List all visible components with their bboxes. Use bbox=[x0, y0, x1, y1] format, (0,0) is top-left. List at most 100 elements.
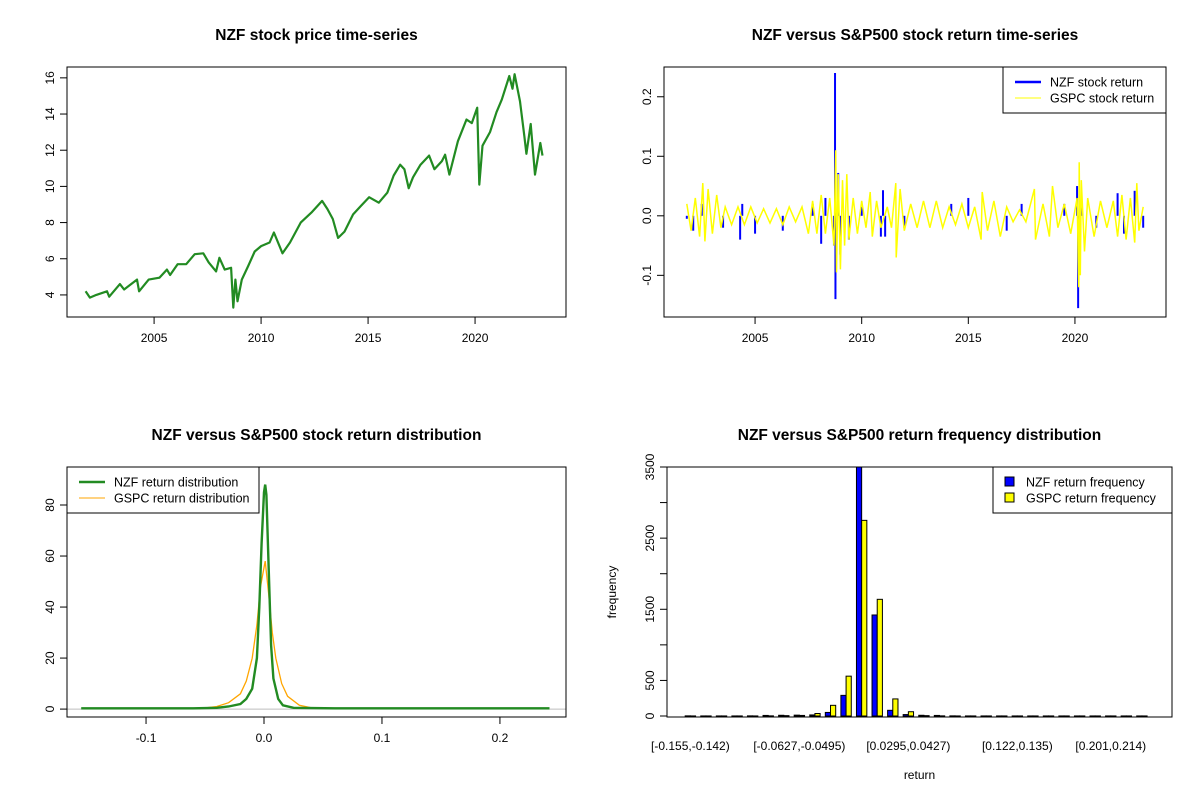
gspc-frequency-bar bbox=[1141, 715, 1148, 717]
y-tick-label: 14 bbox=[43, 107, 57, 121]
nzf-frequency-bar bbox=[793, 714, 800, 717]
gspc-frequency-bar bbox=[1016, 715, 1024, 717]
nzf-frequency-bar bbox=[778, 714, 785, 717]
x-category-label: [-0.0627,-0.0495) bbox=[753, 739, 845, 753]
legend-label: NZF stock return bbox=[1050, 76, 1143, 90]
y-tick-label: 40 bbox=[43, 600, 57, 614]
chart-title: NZF versus S&P500 stock return distribut… bbox=[152, 427, 482, 444]
gspc-frequency-bar bbox=[954, 715, 961, 717]
nzf-frequency-bar bbox=[918, 714, 925, 717]
legend-box bbox=[992, 466, 1173, 514]
nzf-frequency-bar bbox=[684, 715, 691, 717]
nzf-frequency-bar bbox=[715, 715, 723, 717]
legend-label: GSPC return distribution bbox=[114, 492, 250, 506]
gspc-legend-swatch bbox=[1004, 492, 1015, 503]
y-tick-label: 3500 bbox=[643, 453, 657, 480]
nzf-frequency-bar bbox=[933, 714, 940, 717]
nzf-frequency-bar bbox=[1042, 715, 1049, 717]
legend: NZF return distribution GSPC return distr… bbox=[66, 466, 260, 514]
gspc-frequency-bar bbox=[1125, 715, 1133, 717]
y-tick-label: 20 bbox=[43, 651, 57, 665]
nzf-frequency-bar bbox=[902, 714, 909, 717]
panel-2: NZF versus S&P500 stock return time-seri… bbox=[640, 27, 1167, 345]
gspc-frequency-bar bbox=[752, 715, 759, 717]
gspc-frequency-bar bbox=[721, 715, 728, 717]
nzf-frequency-bar bbox=[1105, 715, 1112, 717]
nzf-frequency-bar bbox=[996, 715, 1003, 717]
gspc-frequency-bar bbox=[736, 715, 743, 717]
gspc-frequency-bar bbox=[970, 715, 977, 717]
nzf-frequency-bar bbox=[1058, 715, 1065, 717]
x-tick-label: 0.1 bbox=[374, 731, 391, 745]
nzf-frequency-bar bbox=[980, 715, 987, 717]
y-tick-label: 0.2 bbox=[640, 88, 654, 105]
gspc-frequency-bar bbox=[783, 715, 790, 717]
x-tick-label: 2005 bbox=[141, 331, 168, 345]
plot-frame bbox=[66, 66, 567, 318]
y-tick-label: 0 bbox=[43, 705, 57, 712]
x-tick-label: 2010 bbox=[848, 331, 875, 345]
nzf-density-line bbox=[81, 484, 550, 710]
nzf-frequency-bar bbox=[1027, 715, 1034, 717]
nzf-frequency-bar bbox=[824, 711, 832, 717]
legend: NZF return frequency GSPC return frequenc… bbox=[992, 466, 1173, 514]
y-tick-label: 10 bbox=[43, 179, 57, 193]
gspc-frequency-bar bbox=[1047, 715, 1055, 717]
panel-3: NZF versus S&P500 stock return distribut… bbox=[43, 427, 567, 745]
panel-1: NZF stock price time-series 4 6 8 10 12 14 16 20… bbox=[43, 27, 567, 345]
gspc-return-line bbox=[686, 150, 1144, 288]
x-category-label: [0.122,0.135) bbox=[982, 739, 1053, 753]
nzf-frequency-bar bbox=[964, 715, 972, 717]
y-tick-label: 500 bbox=[643, 670, 657, 690]
nzf-frequency-bar bbox=[700, 715, 707, 717]
x-tick-label: 2015 bbox=[355, 331, 382, 345]
gspc-frequency-bar bbox=[907, 711, 915, 717]
legend: NZF stock return GSPC stock return bbox=[1002, 66, 1167, 114]
nzf-frequency-bar bbox=[746, 715, 754, 717]
plot-area bbox=[84, 73, 544, 309]
legend-box bbox=[1002, 66, 1167, 114]
gspc-frequency-bar bbox=[689, 715, 697, 717]
x-category-label: [0.0295,0.0427) bbox=[866, 739, 950, 753]
gspc-frequency-bar bbox=[814, 713, 821, 717]
gspc-frequency-bar bbox=[845, 675, 852, 717]
plot-area bbox=[685, 72, 1145, 309]
legend-box bbox=[66, 466, 260, 514]
chart-title: NZF stock price time-series bbox=[215, 27, 417, 44]
nzf-frequency-bar bbox=[1073, 715, 1081, 717]
legend-label: GSPC return frequency bbox=[1026, 492, 1157, 506]
gspc-frequency-bar bbox=[1110, 715, 1117, 717]
nzf-frequency-bar bbox=[949, 715, 956, 717]
nzf-frequency-bar bbox=[840, 694, 847, 717]
nzf-frequency-bar bbox=[1011, 715, 1018, 717]
y-axis-title: frequency bbox=[605, 566, 619, 619]
x-tick-label: 0.0 bbox=[256, 731, 273, 745]
gspc-frequency-bar bbox=[1001, 715, 1008, 717]
plot-area bbox=[67, 484, 566, 710]
gspc-frequency-bar bbox=[798, 714, 806, 717]
y-tick-label: 6 bbox=[43, 255, 57, 262]
y-tick-label: 8 bbox=[43, 219, 57, 226]
gspc-frequency-bar bbox=[861, 519, 868, 717]
y-tick-label: 0.0 bbox=[640, 207, 654, 224]
y-tick-label: 80 bbox=[43, 498, 57, 512]
x-category-label: [-0.155,-0.142) bbox=[651, 739, 730, 753]
plot-frame bbox=[66, 466, 567, 718]
y-tick-label: 1500 bbox=[643, 596, 657, 623]
gspc-frequency-bar bbox=[1032, 715, 1039, 717]
gspc-frequency-bar bbox=[1094, 715, 1101, 717]
plot-frame bbox=[663, 66, 1167, 318]
nzf-frequency-bar bbox=[1120, 715, 1127, 717]
x-axis-title: return bbox=[904, 768, 935, 782]
gspc-frequency-bar bbox=[985, 715, 992, 717]
nzf-frequency-bar bbox=[887, 709, 894, 717]
gspc-frequency-bar bbox=[1063, 715, 1070, 717]
x-tick-label: 2005 bbox=[742, 331, 769, 345]
gspc-frequency-bar bbox=[892, 698, 899, 717]
gspc-frequency-bar bbox=[830, 704, 837, 717]
x-tick-label: 0.2 bbox=[492, 731, 509, 745]
gspc-density-line bbox=[199, 560, 347, 710]
plot-area bbox=[684, 467, 1148, 717]
gspc-frequency-bar bbox=[939, 715, 946, 717]
legend-label: GSPC stock return bbox=[1050, 92, 1154, 106]
